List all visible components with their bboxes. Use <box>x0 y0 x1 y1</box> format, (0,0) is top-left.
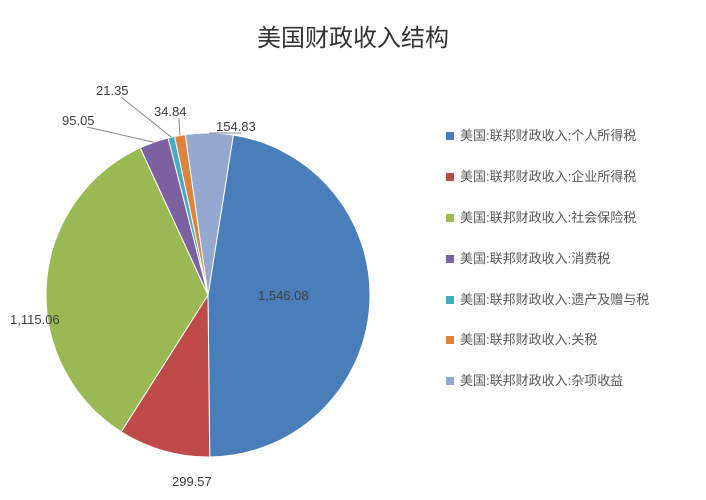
legend: 美国:联邦财政收入:个人所得税美国:联邦财政收入:企业所得税美国:联邦财政收入:… <box>446 128 686 414</box>
chart-container: 美国财政收入结构 1,546.08299.571,115.0695.0521.3… <box>0 0 706 500</box>
legend-label: 美国:联邦财政收入:关税 <box>460 332 597 349</box>
legend-label: 美国:联邦财政收入:遗产及赠与税 <box>460 292 649 309</box>
legend-item: 美国:联邦财政收入:关税 <box>446 332 686 349</box>
data-label: 154.83 <box>216 119 256 134</box>
legend-label: 美国:联邦财政收入:企业所得税 <box>460 169 636 186</box>
legend-item: 美国:联邦财政收入:个人所得税 <box>446 128 686 145</box>
legend-item: 美国:联邦财政收入:社会保险税 <box>446 210 686 227</box>
legend-item: 美国:联邦财政收入:遗产及赠与税 <box>446 292 686 309</box>
leader-line <box>87 127 154 142</box>
legend-item: 美国:联邦财政收入:消费税 <box>446 251 686 268</box>
data-label: 34.84 <box>154 104 187 119</box>
legend-marker <box>446 173 454 181</box>
leader-line <box>179 118 180 135</box>
legend-marker <box>446 296 454 304</box>
legend-item: 美国:联邦财政收入:杂项收益 <box>446 373 686 390</box>
legend-label: 美国:联邦财政收入:社会保险税 <box>460 210 636 227</box>
legend-marker <box>446 336 454 344</box>
data-label: 21.35 <box>96 83 129 98</box>
legend-marker <box>446 255 454 263</box>
legend-item: 美国:联邦财政收入:企业所得税 <box>446 169 686 186</box>
data-label: 1,115.06 <box>10 312 60 327</box>
legend-label: 美国:联邦财政收入:杂项收益 <box>460 373 623 390</box>
data-label: 1,546.08 <box>258 288 309 303</box>
legend-marker <box>446 132 454 140</box>
legend-label: 美国:联邦财政收入:个人所得税 <box>460 128 636 145</box>
data-label: 299.57 <box>172 474 212 489</box>
data-label: 95.05 <box>62 113 95 128</box>
legend-marker <box>446 377 454 385</box>
legend-marker <box>446 214 454 222</box>
legend-label: 美国:联邦财政收入:消费税 <box>460 251 610 268</box>
